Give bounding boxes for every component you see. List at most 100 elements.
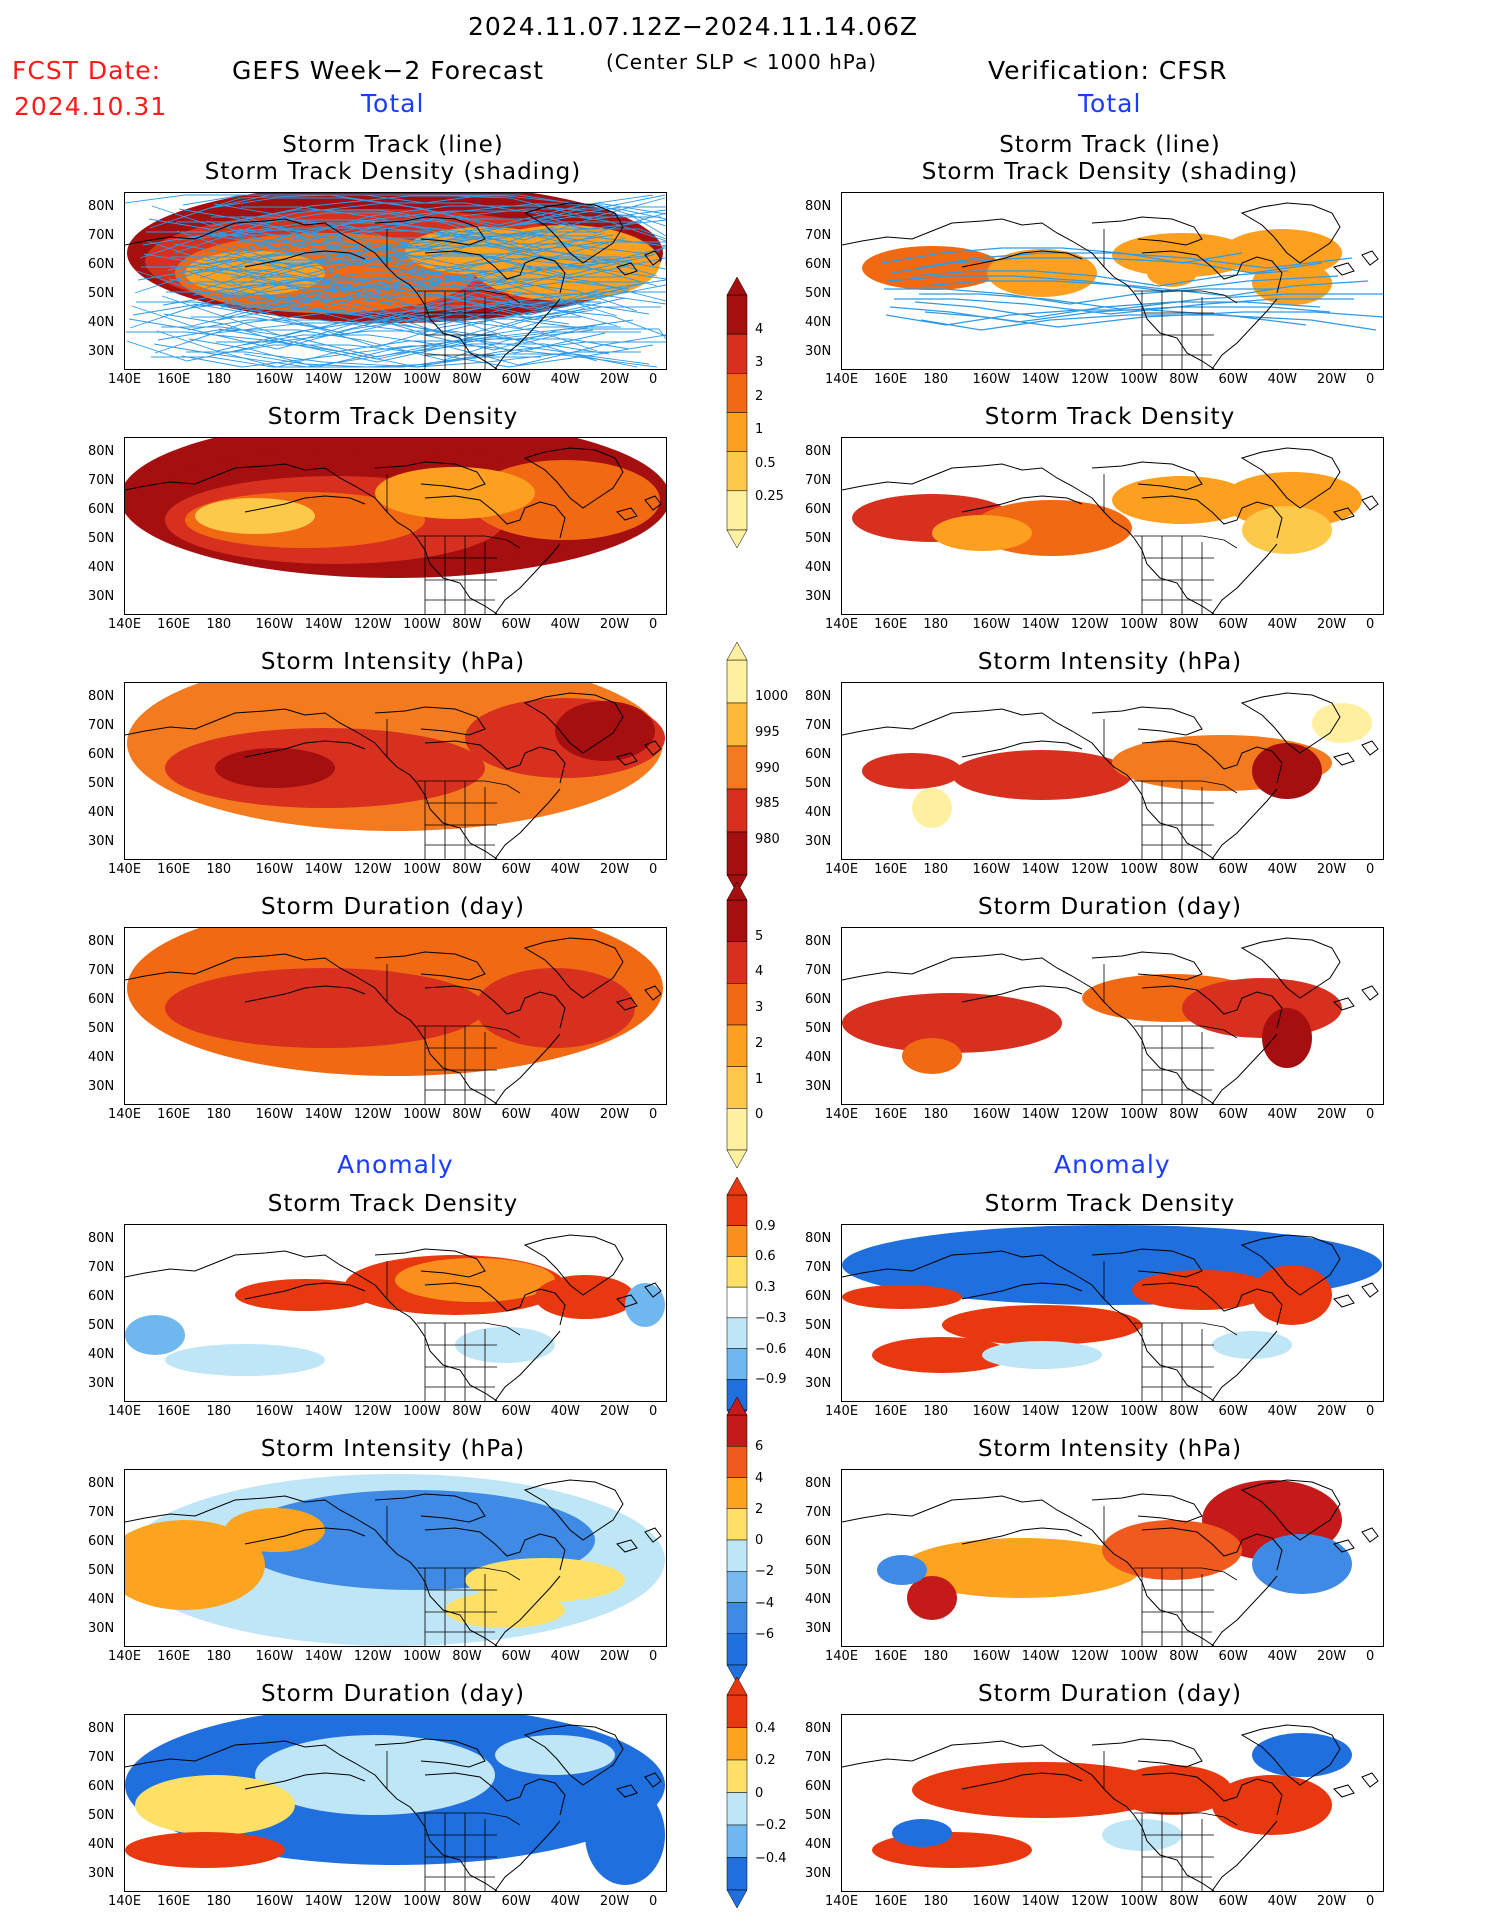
shaded-region [1252, 743, 1322, 799]
lon-tick-label: 100W [1120, 862, 1158, 877]
colorbar-arrow-top [726, 1396, 748, 1416]
coastline [1141, 495, 1283, 539]
state-border [424, 1026, 497, 1104]
left-total-label: Total [361, 89, 425, 118]
colorbar-segment [726, 659, 748, 704]
lon-tick-label: 160W [972, 1649, 1011, 1664]
lat-tick-label: 70N [805, 963, 832, 978]
colorbar-label: 2 [755, 388, 764, 404]
storm-track-line [187, 319, 634, 351]
coastline [1333, 1784, 1355, 1798]
lon-tick-label: 140E [108, 617, 142, 632]
lat-tick-label: 50N [88, 1021, 115, 1036]
colorbar-label: 2 [755, 1035, 764, 1051]
storm-track-line [181, 345, 658, 368]
lon-tick-label: 80W [1169, 372, 1199, 387]
colorbar-segment [726, 941, 748, 984]
coastline [1240, 1479, 1341, 1541]
lon-tick-label: 160W [255, 1107, 294, 1122]
storm-track-line [153, 343, 610, 368]
coastline [961, 250, 1083, 268]
coastline [244, 740, 366, 758]
lat-tick-label: 60N [88, 257, 115, 272]
lon-tick-label: 20W [1316, 617, 1347, 632]
colorbar-segment [726, 1508, 748, 1541]
storm-track-line [228, 258, 666, 290]
shaded-region [375, 467, 535, 519]
lon-tick-label: 20W [1316, 1649, 1347, 1664]
coastline [1133, 1569, 1215, 1646]
storm-track-line [887, 275, 1339, 292]
shaded-region [625, 1283, 665, 1327]
colorbar-label: 0 [755, 1107, 764, 1123]
lon-tick-label: 120W [1070, 372, 1109, 387]
lat-tick-label: 70N [88, 963, 115, 978]
storm-track-line [151, 195, 666, 227]
lat-tick-label: 60N [805, 1289, 832, 1304]
lon-tick-label: 160W [255, 1404, 294, 1419]
colorbar-segment [726, 831, 748, 876]
state-border [1141, 1323, 1214, 1401]
colorbar-segment [726, 1857, 748, 1891]
coastline [244, 1772, 366, 1790]
lon-tick-label: 160W [255, 1649, 294, 1664]
storm-track-line [141, 266, 581, 298]
storm-track-line [178, 208, 666, 240]
lon-tick-label: 80W [1169, 1107, 1199, 1122]
lat-tick-label: 50N [805, 531, 832, 546]
lon-tick-label: 80W [1169, 1404, 1199, 1419]
fcst-date-label: FCST Date: [12, 56, 162, 85]
coastline [523, 692, 624, 754]
storm-track-line [173, 243, 650, 275]
colorbar-segment [726, 412, 748, 452]
map-panel-r-dur [841, 927, 1384, 1105]
lon-tick-label: 160W [972, 862, 1011, 877]
coastline [1211, 1820, 1278, 1891]
coastline [842, 463, 1135, 539]
coastline [523, 1479, 624, 1541]
storm-track-line [167, 259, 634, 291]
lon-tick-label: 180 [923, 1107, 949, 1122]
coastline [961, 1772, 1083, 1790]
shaded-region [842, 1285, 962, 1309]
title-r3: Storm Intensity (hPa) [977, 649, 1243, 675]
coastline [616, 1294, 638, 1308]
coastline [374, 461, 486, 491]
lon-tick-label: 180 [206, 372, 232, 387]
title-l7: Storm Duration (day) [261, 1681, 525, 1707]
lon-tick-label: 120W [1070, 617, 1109, 632]
storm-track-line [206, 210, 666, 242]
colorbar-segment [726, 1414, 748, 1447]
colorbar-label: 3 [755, 1000, 764, 1016]
shaded-region [912, 788, 952, 828]
coastline [374, 951, 486, 981]
map-panel-l-aint [124, 1469, 667, 1647]
storm-track-line [177, 229, 554, 261]
lon-tick-label: 160W [972, 372, 1011, 387]
shaded-region [215, 748, 335, 788]
coastline [1333, 1539, 1355, 1553]
storm-track-line [221, 305, 666, 337]
lon-tick-label: 140W [304, 1894, 343, 1909]
colorbar-segment [726, 1792, 748, 1826]
coastline [1211, 543, 1278, 614]
lat-tick-label: 80N [805, 444, 832, 459]
coastline [616, 752, 638, 766]
shaded-region [902, 1538, 1142, 1598]
colorbar-segment [726, 1759, 748, 1793]
storm-track-line [891, 257, 1323, 274]
coastline [424, 985, 566, 1029]
lat-tick-label: 40N [88, 560, 115, 575]
colorbar-segment [726, 1024, 748, 1067]
lon-tick-label: 0 [649, 617, 658, 632]
coastline [416, 537, 498, 614]
coastline [125, 1495, 418, 1571]
lat-tick-label: 40N [88, 1050, 115, 1065]
state-border [1141, 1813, 1214, 1891]
state-border [1134, 1025, 1238, 1039]
lon-tick-label: 0 [1366, 617, 1375, 632]
storm-track-line [202, 254, 654, 286]
storm-track-line [241, 205, 666, 237]
title-r2: Storm Track Density [984, 404, 1236, 430]
lon-tick-label: 140E [108, 1404, 142, 1419]
